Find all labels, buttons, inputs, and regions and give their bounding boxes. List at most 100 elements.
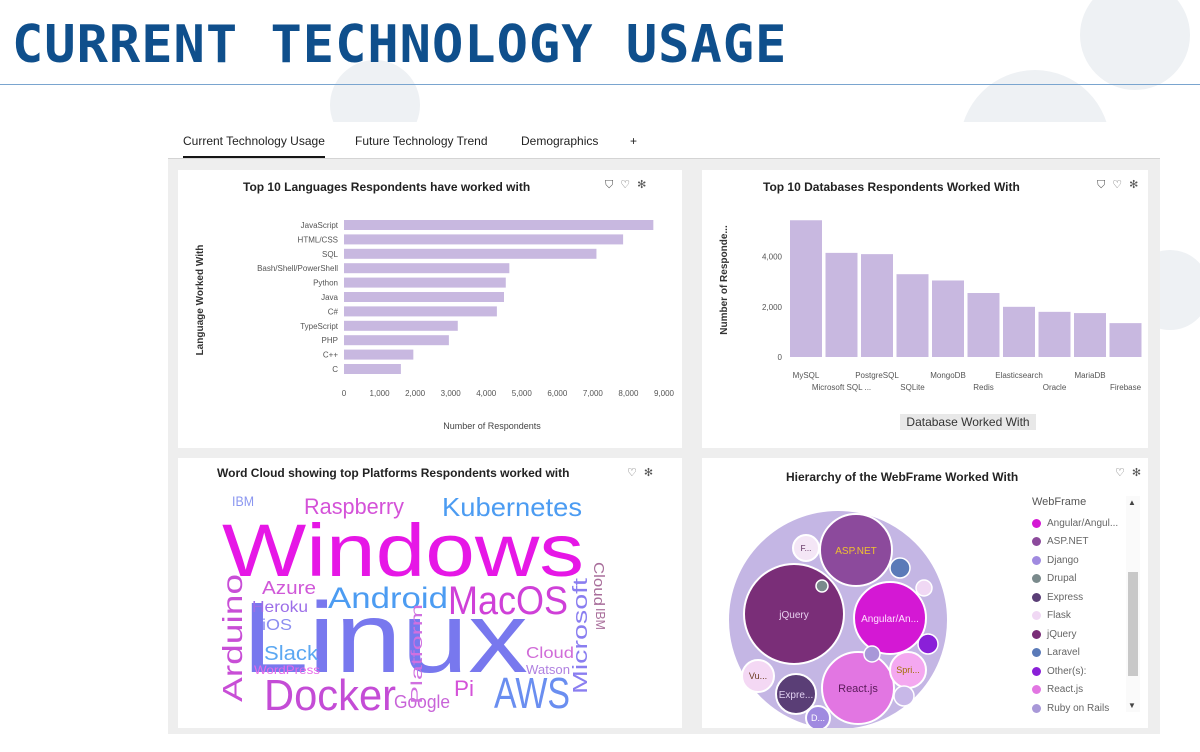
tick-label: 1,000 [370,389,391,398]
tick-label: 2,000 [762,303,783,312]
word-linux: Linux [242,582,528,694]
scrollbar-thumb[interactable] [1128,572,1138,676]
panel-title: Word Cloud showing top Platforms Respond… [217,466,570,480]
bar [896,274,929,357]
legend-item[interactable]: Ruby on Rails [1032,699,1118,718]
word-aws: AWS [494,669,570,718]
tab-bar: Current Technology Usage Future Technolo… [168,122,1160,159]
legend-item[interactable]: Laravel [1032,644,1118,663]
bubble-small[interactable] [889,557,911,579]
bar [344,364,401,374]
category-label: C++ [323,351,338,360]
scroll-down-icon[interactable]: ▼ [1128,701,1136,710]
languages-bar-chart: JavaScript HTML/CSS SQL Bash/Shell/PowerShe… [195,220,675,431]
word-arduino: Arduino [217,574,248,702]
word-wordpress: WordPress [254,663,320,677]
legend-swatch [1032,685,1041,695]
bubble-small[interactable] [917,633,939,655]
dashboard: Current Technology Usage Future Technolo… [168,122,1160,734]
bubble-hierarchy-chart: jQuery ASP.NET Angular/An... React.js Ex… [727,509,949,728]
insight-icon[interactable]: ♡ [620,179,631,191]
languages-panel: Top 10 Languages Respondents have worked… [178,170,682,448]
y-axis-label: Language Worked With [195,245,206,356]
legend-swatch [1032,666,1041,676]
insight-icon[interactable]: ♡ [627,467,637,479]
bar [344,234,624,245]
bubble-small[interactable] [915,579,933,597]
panel-toolbar: ♡ ✻ [1108,466,1141,479]
bubble-express[interactable]: Expre... [775,673,817,715]
category-label: Firebase [1110,383,1142,392]
bubble-reactjs[interactable]: React.js [821,651,895,725]
filter-icon[interactable]: ⛉ [605,179,614,191]
word-ibm-rotated: IBM [593,608,608,630]
bar [344,320,458,331]
word-cloud-rotated: Cloud [590,562,607,606]
settings-icon[interactable]: ✻ [643,467,654,479]
legend-item[interactable]: Other(s): [1032,662,1118,681]
tab-future-technology-trend[interactable]: Future Technology Trend [355,134,488,148]
tab-current-technology-usage[interactable]: Current Technology Usage [183,122,325,158]
bubble-small[interactable] [863,645,881,663]
bubble-flask[interactable]: F... [792,534,820,562]
word-raspberry: Raspberry [304,494,404,519]
bar [1038,311,1071,357]
settings-icon[interactable]: ✻ [1129,179,1139,191]
legend-item[interactable]: Angular/Angul... [1032,514,1118,533]
category-label: HTML/CSS [298,235,338,244]
bubble-vue[interactable]: Vu... [741,659,775,693]
bubble-small[interactable] [815,579,829,593]
scroll-up-icon[interactable]: ▲ [1128,498,1136,507]
svg-text:Angular/An...: Angular/An... [861,614,919,625]
word-heroku: Heroku [252,599,308,616]
legend-swatch [1032,629,1041,639]
legend: Angular/Angul... ASP.NET Django Drupal E… [1032,514,1118,718]
panel-title: Hierarchy of the WebFrame Worked With [786,470,1019,484]
bar [1109,323,1142,357]
insight-icon[interactable]: ♡ [1112,179,1123,191]
settings-icon[interactable]: ✻ [1131,467,1142,479]
bubble-spring[interactable]: Spri... [889,651,927,689]
x-axis-label: Number of Respondents [443,421,541,431]
bar [344,306,497,317]
bar [344,220,654,230]
legend-scrollbar[interactable]: ▲ ▼ [1126,496,1140,712]
tick-label: 2,000 [405,389,426,398]
tab-demographics[interactable]: Demographics [521,134,599,148]
bubble-angular[interactable]: Angular/An... [853,581,927,655]
svg-text:React.js: React.js [838,683,878,695]
tick-label: 4,000 [762,253,783,262]
category-label: SQL [322,250,339,259]
legend-item[interactable]: Drupal [1032,570,1118,589]
word-watson: Watson [526,662,570,677]
category-label: Elasticsearch [995,371,1043,380]
bubble-aspnet[interactable]: ASP.NET [819,513,893,587]
legend-item[interactable]: Django [1032,551,1118,570]
legend-title: WebFrame [1032,496,1087,508]
bubble-django[interactable]: D... [805,705,831,728]
word-cloud: Windows Linux Docker AWS MacOS Android K… [217,492,608,720]
tick-label: 6,000 [547,389,568,398]
legend-swatch [1032,592,1041,602]
bubble-small[interactable] [893,685,915,707]
filter-icon[interactable]: ⛉ [1097,179,1106,191]
legend-item[interactable]: Flask [1032,607,1118,626]
svg-text:D...: D... [811,713,825,723]
svg-text:Expre...: Expre... [779,690,813,701]
word-cloud: Cloud [526,645,574,662]
add-tab-button[interactable]: + [630,134,638,148]
page-title: CURRENT TECHNOLOGY USAGE [12,15,788,75]
legend-swatch [1032,611,1041,621]
legend-item[interactable]: Express [1032,588,1118,607]
legend-item[interactable]: ASP.NET [1032,533,1118,552]
category-label: PostgreSQL [855,371,899,380]
legend-item[interactable]: jQuery [1032,625,1118,644]
settings-icon[interactable]: ✻ [637,179,647,191]
legend-swatch [1032,703,1041,713]
category-label: MongoDB [930,371,966,380]
legend-item[interactable]: React.js [1032,681,1118,700]
legend-swatch [1032,518,1041,528]
insight-icon[interactable]: ♡ [1115,467,1125,479]
category-label: Redis [973,383,993,392]
bubble-jquery[interactable]: jQuery [743,563,845,665]
